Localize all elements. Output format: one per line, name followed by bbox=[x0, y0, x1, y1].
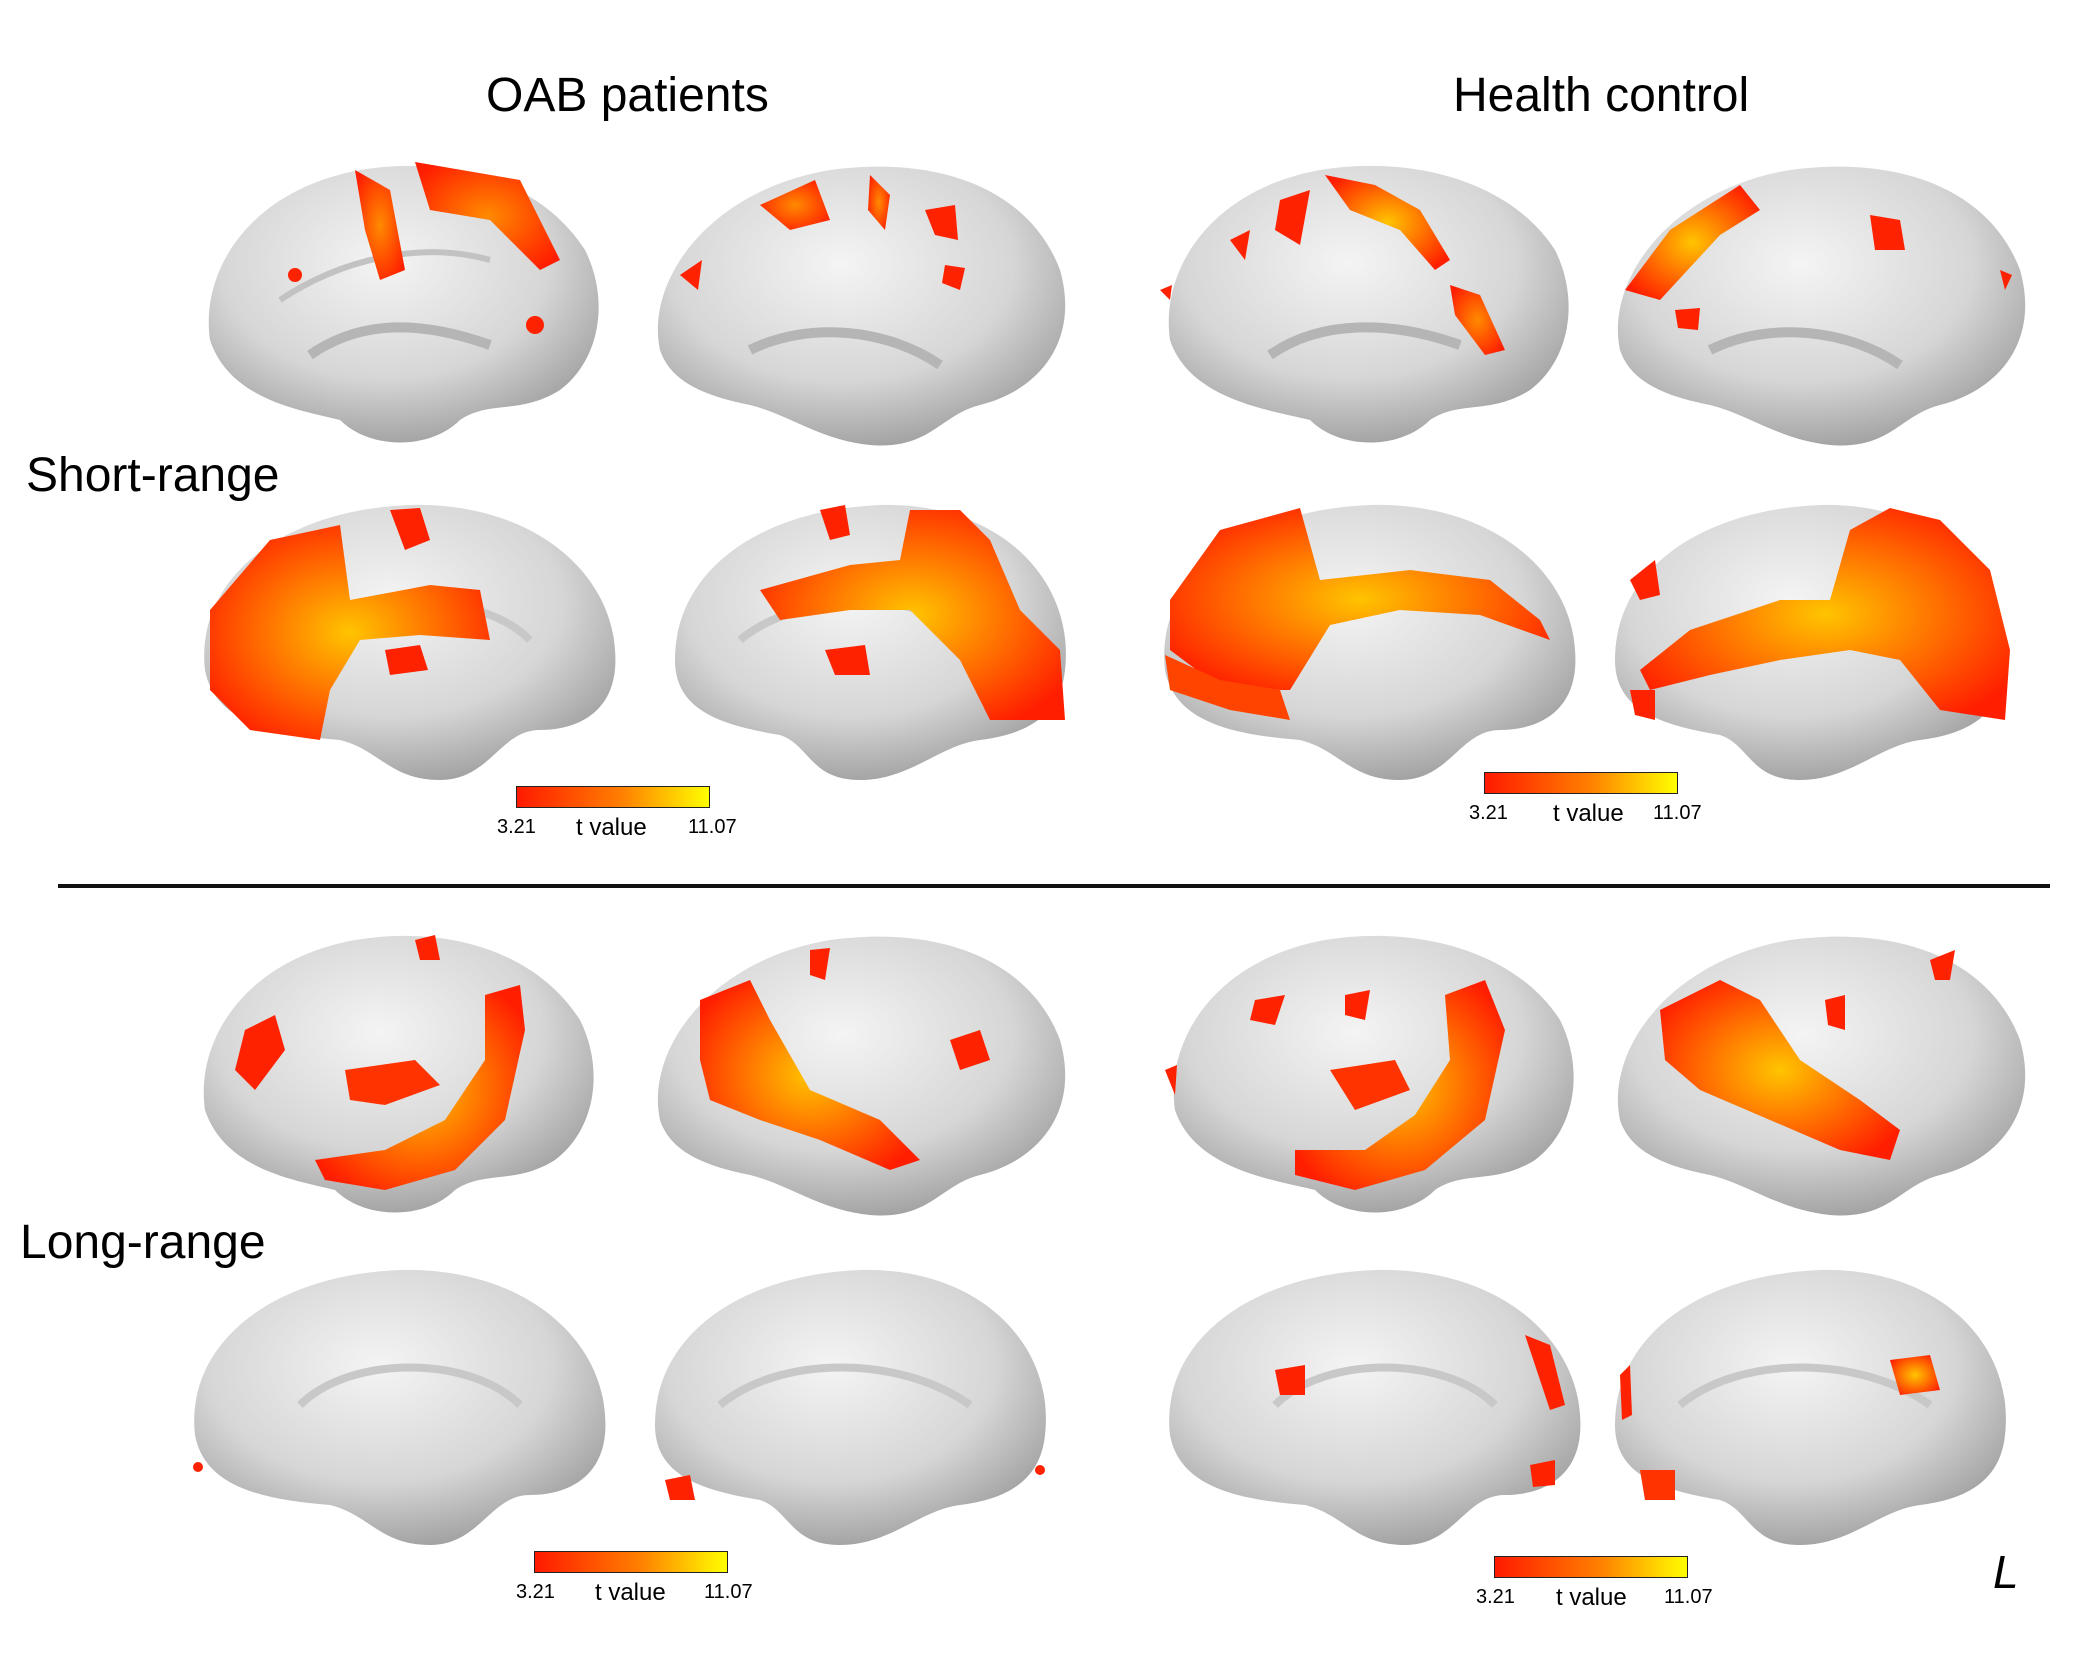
brain-hc-short-lateral-right bbox=[1617, 166, 2026, 446]
brain-oab-long-lateral-right bbox=[657, 936, 1066, 1216]
brain-hc-long-lateral-left bbox=[1165, 935, 1574, 1213]
row-title-short-range: Short-range bbox=[26, 449, 280, 502]
brain-oab-long-medial-left bbox=[193, 1269, 606, 1545]
column-title-oab-patients: OAB patients bbox=[486, 69, 769, 122]
column-title-health-control: Health control bbox=[1453, 69, 1750, 122]
colorbar-oab-short-min: 3.21 bbox=[497, 816, 536, 838]
colorbar-hc-short-title: t value bbox=[1553, 800, 1624, 827]
colorbar-hc-long-title: t value bbox=[1556, 1584, 1627, 1611]
brain-oab-long-lateral-left bbox=[203, 935, 594, 1213]
brain-hc-long-medial-right bbox=[1615, 1269, 2006, 1545]
brain-hc-short-medial-left bbox=[1164, 504, 1576, 780]
colorbar-hc-long-max: 11.07 bbox=[1664, 1586, 1713, 1608]
colorbar-oab-long-min: 3.21 bbox=[516, 1581, 555, 1603]
colorbar-oab-short bbox=[516, 786, 710, 808]
colorbar-oab-short-max: 11.07 bbox=[688, 816, 737, 838]
colorbar-hc-short bbox=[1484, 772, 1678, 794]
brain-oab-short-medial-left bbox=[204, 504, 616, 780]
colorbar-oab-long-max: 11.07 bbox=[704, 1581, 753, 1603]
colorbar-hc-short-max: 11.07 bbox=[1653, 802, 1702, 824]
brain-hc-short-lateral-left bbox=[1160, 165, 1569, 443]
brain-hc-short-medial-right bbox=[1615, 504, 2010, 780]
colorbar-oab-short-title: t value bbox=[576, 814, 647, 841]
colorbar-hc-long bbox=[1494, 1556, 1688, 1578]
section-divider bbox=[58, 884, 2050, 888]
row-title-long-range: Long-range bbox=[20, 1216, 266, 1269]
colorbar-oab-long-title: t value bbox=[595, 1579, 666, 1606]
colorbar-hc-long-min: 3.21 bbox=[1476, 1586, 1515, 1608]
brain-hc-long-lateral-right bbox=[1617, 936, 2026, 1216]
brain-hc-long-medial-left bbox=[1169, 1269, 1581, 1545]
brain-oab-short-lateral-left bbox=[208, 162, 599, 443]
orientation-label: L bbox=[1993, 1546, 2019, 1598]
colorbar-hc-short-min: 3.21 bbox=[1469, 802, 1508, 824]
brain-oab-long-medial-right bbox=[655, 1269, 1046, 1545]
brain-oab-short-medial-right bbox=[675, 504, 1066, 780]
colorbar-oab-long bbox=[534, 1551, 728, 1573]
brain-oab-short-lateral-right bbox=[657, 166, 1066, 446]
